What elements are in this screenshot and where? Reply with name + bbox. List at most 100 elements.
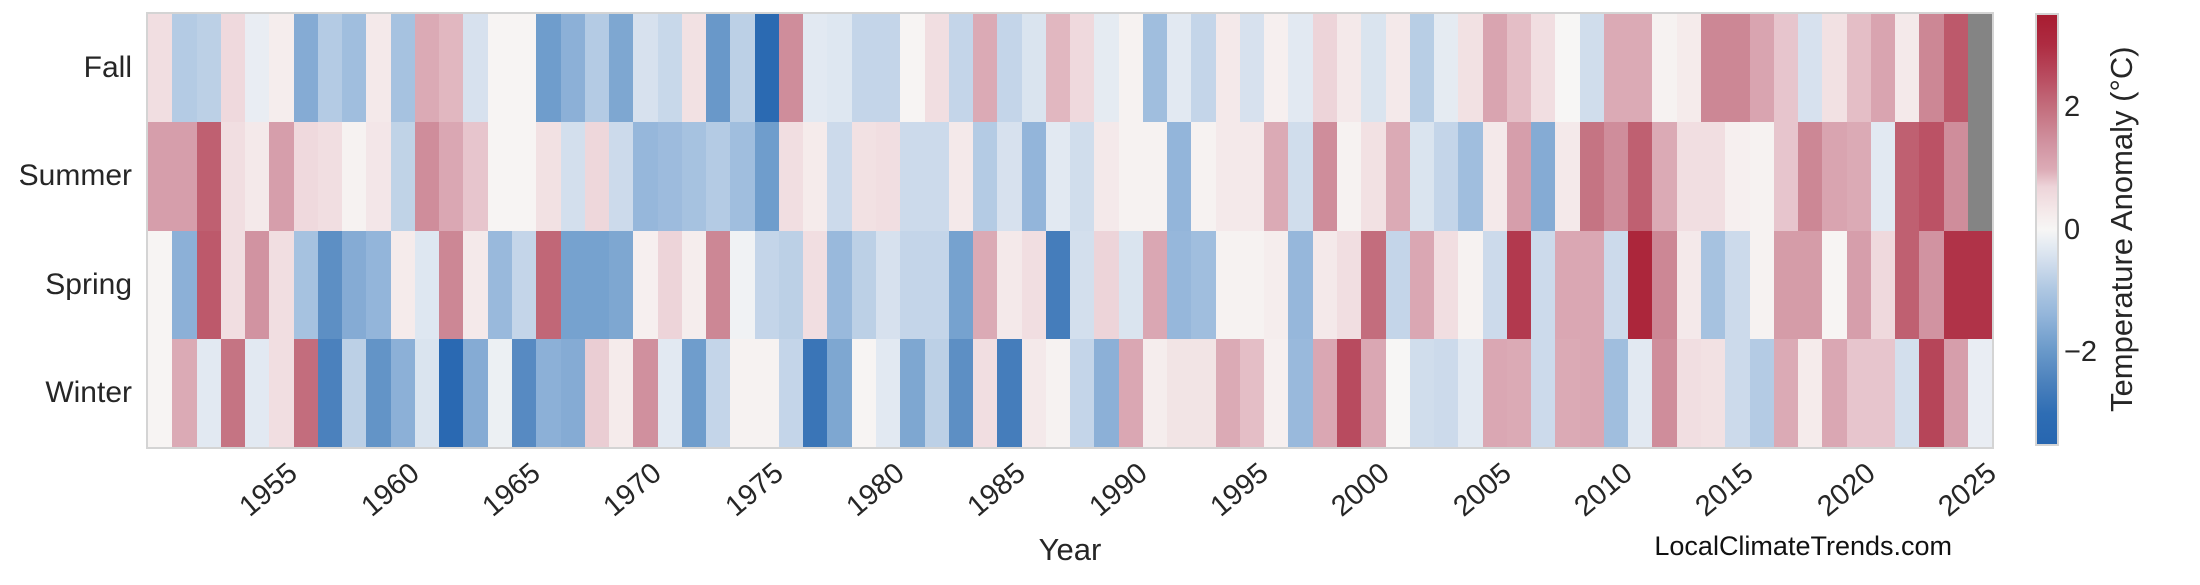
heatmap-cell [317, 122, 343, 231]
heatmap-cell [1773, 14, 1799, 123]
heatmap-cell [366, 338, 391, 447]
heatmap-cell [584, 122, 610, 231]
heatmap-cell [1846, 338, 1871, 447]
heatmap-cell [754, 230, 779, 339]
heatmap-cell [1385, 14, 1410, 123]
heatmap-cell [1846, 122, 1871, 231]
heatmap-cell [1555, 230, 1580, 339]
heatmap-cell [1919, 122, 1944, 231]
heatmap-cell [1579, 338, 1604, 447]
heatmap-cell [439, 122, 464, 231]
heatmap-cell [1215, 122, 1240, 231]
heatmap-cell [803, 14, 828, 123]
heatmap-cell [681, 122, 707, 231]
heatmap-cell [293, 122, 318, 231]
heatmap-cell [1798, 230, 1823, 339]
heatmap-cell [196, 230, 221, 339]
heatmap-cell [245, 230, 270, 339]
heatmap-cell [511, 338, 537, 447]
heatmap-cell [997, 338, 1022, 447]
heatmap-cell [1895, 14, 1920, 123]
watermark-text: LocalClimateTrends.com [1654, 531, 1952, 561]
heatmap-cell [1701, 122, 1726, 231]
heatmap-cell [342, 14, 367, 123]
heatmap-cell [706, 338, 731, 447]
heatmap-cell [1142, 14, 1168, 123]
heatmap-cell [1652, 14, 1677, 123]
heatmap-cell [245, 122, 270, 231]
heatmap-cell [827, 14, 852, 123]
heatmap-cell [1434, 122, 1459, 231]
heatmap-cell [1943, 338, 1968, 447]
heatmap-cell [1021, 14, 1046, 123]
heatmap-cell [245, 338, 270, 447]
heatmap-cell [1798, 122, 1823, 231]
heatmap-cell [1264, 230, 1289, 339]
heatmap-cell [439, 14, 464, 123]
heatmap-cell [754, 122, 779, 231]
heatmap-cell [1167, 122, 1192, 231]
heatmap-cell [1361, 230, 1386, 339]
heatmap-cell [657, 230, 682, 339]
heatmap-cell [269, 338, 294, 447]
heatmap-cell [827, 338, 852, 447]
heatmap-cell [317, 14, 343, 123]
heatmap-cell [269, 14, 294, 123]
heatmap-cell [366, 122, 391, 231]
heatmap-cell [803, 122, 828, 231]
heatmap-cell [633, 230, 658, 339]
heatmap-cell [851, 230, 876, 339]
heatmap-cell [1264, 338, 1289, 447]
heatmap-cell [1337, 230, 1362, 339]
heatmap-cell [778, 14, 804, 123]
heatmap-cell [778, 230, 804, 339]
heatmap-cell [851, 338, 876, 447]
heatmap-cell [1603, 122, 1629, 231]
heatmap-cell [536, 122, 561, 231]
heatmap-cell [1749, 338, 1774, 447]
heatmap-cell [924, 338, 949, 447]
heatmap-cell [900, 14, 925, 123]
heatmap-cell [148, 122, 173, 231]
heatmap-cell [681, 14, 707, 123]
heatmap-cell [172, 230, 197, 339]
heatmap-cell [1967, 230, 1993, 339]
heatmap-cell [269, 230, 294, 339]
heatmap-cell [1312, 14, 1338, 123]
heatmap-cell [584, 14, 610, 123]
heatmap-cell [1919, 230, 1944, 339]
heatmap-cell [584, 230, 610, 339]
heatmap-cell [1482, 338, 1507, 447]
heatmap-cell [1628, 122, 1653, 231]
heatmap-cell [317, 338, 343, 447]
heatmap-cell [1458, 122, 1483, 231]
heatmap-cell [948, 338, 974, 447]
heatmap-cell [609, 230, 634, 339]
heatmap-cell [196, 122, 221, 231]
heatmap-cell [803, 230, 828, 339]
heatmap-cell [924, 14, 949, 123]
heatmap-cell [366, 14, 391, 123]
heatmap-cell [948, 122, 974, 231]
heatmap-cell [1021, 338, 1046, 447]
heatmap-cell [1798, 14, 1823, 123]
heatmap-cell [463, 122, 488, 231]
heatmap-cell [1385, 338, 1410, 447]
heatmap-cell [1385, 230, 1410, 339]
heatmap-cell [1870, 14, 1896, 123]
heatmap-cell [220, 338, 246, 447]
heatmap-cell [439, 338, 464, 447]
heatmap-cell [1191, 338, 1216, 447]
heatmap-cell [1531, 14, 1556, 123]
heatmap-cell [1021, 230, 1046, 339]
heatmap-plot-area [146, 12, 1994, 449]
heatmap-cell [875, 122, 901, 231]
heatmap-cell [973, 230, 998, 339]
heatmap-cell [803, 338, 828, 447]
heatmap-cell [1142, 338, 1168, 447]
heatmap-cell [1749, 230, 1774, 339]
heatmap-cell [730, 230, 755, 339]
heatmap-cell [1676, 338, 1701, 447]
heatmap-cell [827, 122, 852, 231]
heatmap-cell [1846, 230, 1871, 339]
